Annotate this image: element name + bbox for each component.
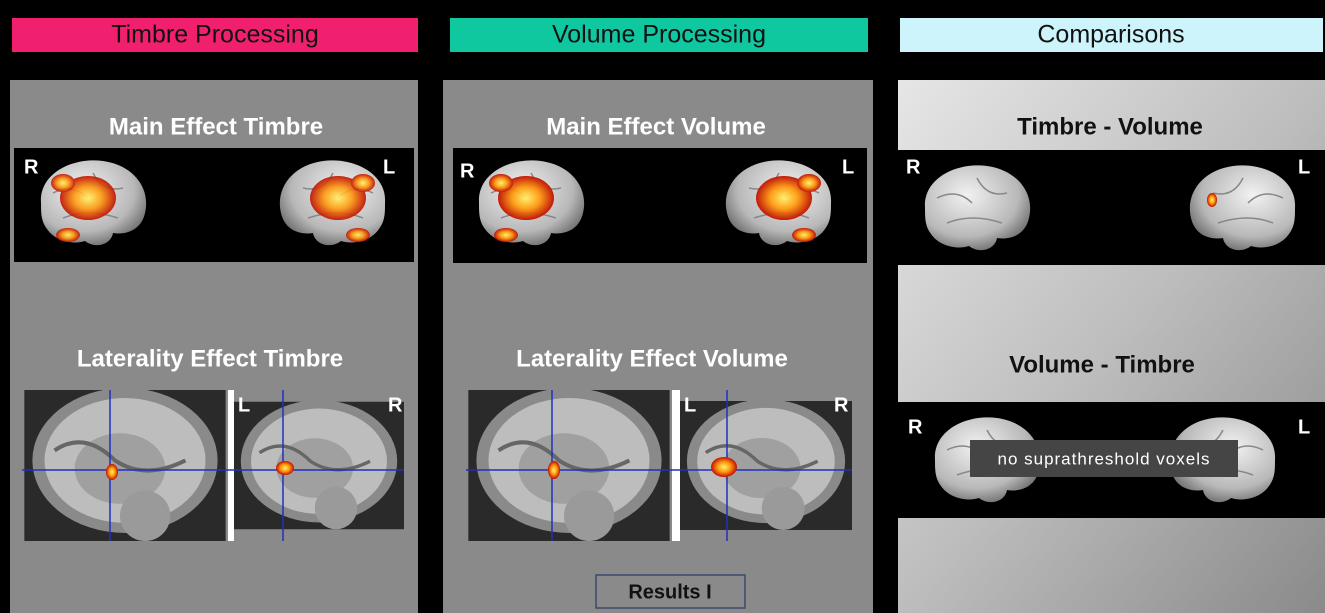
section-title: Laterality Effect Timbre bbox=[77, 345, 343, 372]
side-label: R bbox=[460, 160, 475, 182]
side-label: R bbox=[908, 416, 923, 438]
side-label: L bbox=[842, 156, 854, 178]
button-label[interactable]: Results I bbox=[628, 581, 711, 603]
section-title: Timbre - Volume bbox=[1017, 113, 1203, 140]
section-title: Main Effect Volume bbox=[546, 113, 766, 140]
side-label: R bbox=[388, 394, 403, 416]
section-title: Main Effect Timbre bbox=[109, 113, 323, 140]
header: Comparisons bbox=[1037, 21, 1184, 49]
side-label: R bbox=[906, 156, 921, 178]
section-title: Laterality Effect Volume bbox=[516, 345, 788, 372]
side-label: L bbox=[1298, 156, 1310, 178]
header: Timbre Processing bbox=[111, 21, 318, 49]
note: no suprathreshold voxels bbox=[997, 449, 1210, 468]
side-label: R bbox=[24, 156, 39, 178]
side-label: L bbox=[1298, 416, 1310, 438]
side-label: L bbox=[684, 394, 696, 416]
slide: Timbre Processing Volume Processing Comp… bbox=[0, 0, 1325, 613]
side-label: L bbox=[238, 394, 250, 416]
side-label: R bbox=[834, 394, 849, 416]
header: Volume Processing bbox=[552, 21, 766, 49]
side-label: L bbox=[383, 156, 395, 178]
section-title: Volume - Timbre bbox=[1009, 351, 1195, 378]
